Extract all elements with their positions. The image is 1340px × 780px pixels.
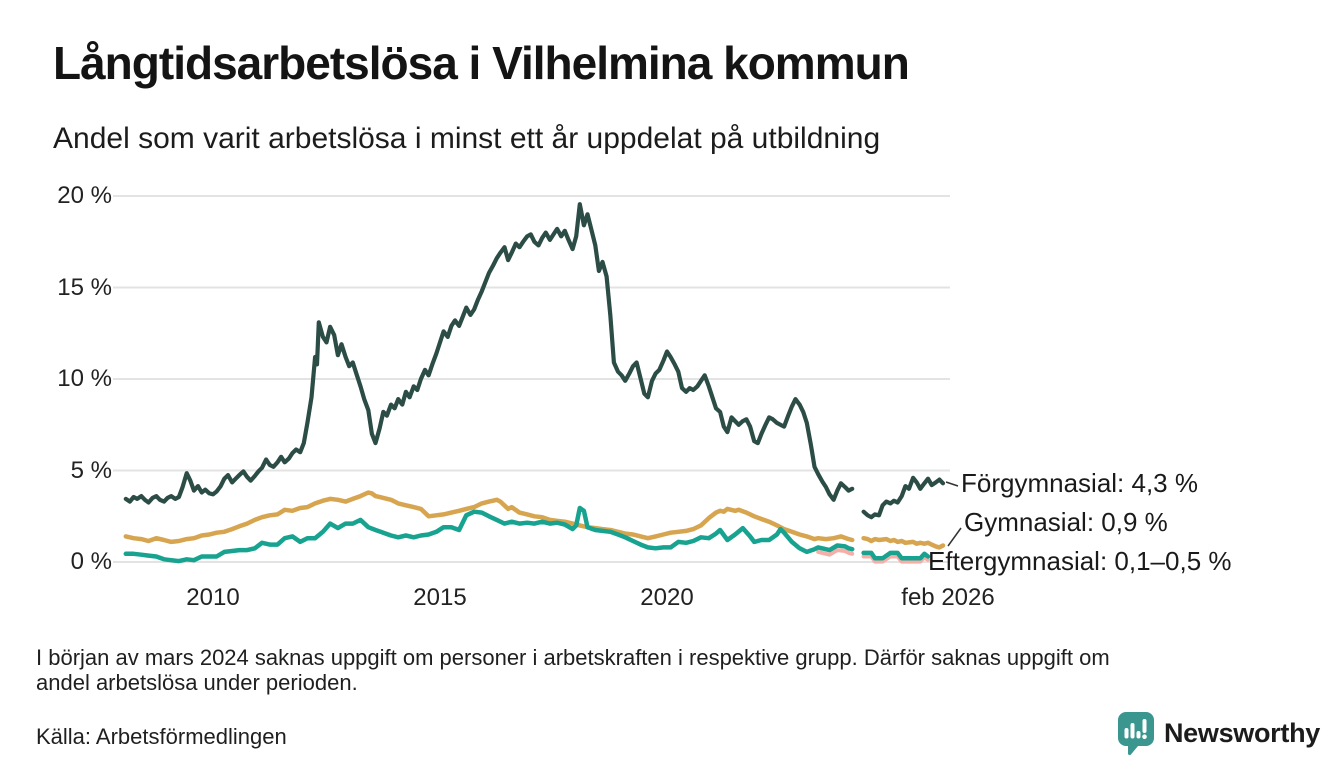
series-line-gymnasial (123, 490, 855, 545)
source-note: Källa: Arbetsförmedlingen (36, 724, 287, 749)
footnote: I början av mars 2024 saknas uppgift om … (36, 645, 1110, 695)
series-line-eftergymnasial_low (816, 548, 855, 557)
x-axis-tick-2010: 2010 (186, 584, 240, 611)
y-axis-tick-10: 10 % (57, 365, 112, 392)
newsworthy-wordmark: Newsworthy (1163, 718, 1320, 748)
series-line-forgymnasial (123, 202, 855, 505)
y-axis-tick-15: 15 % (57, 273, 112, 301)
newsworthy-bubble-icon (1117, 712, 1154, 756)
series-line-eftergymnasial (861, 550, 931, 561)
end-label-connector (945, 481, 959, 487)
series-line-gymnasial (861, 535, 946, 550)
x-axis-tick-2015: 2015 (413, 584, 467, 611)
series-end-label-gymnasial: Gymnasial: 0,9 % (964, 507, 1168, 537)
series-end-label-eftergymnasial: Eftergymnasial: 0,1–0,5 % (928, 546, 1232, 576)
series-line-eftergymnasial (123, 505, 855, 564)
page-title: Långtidsarbetslösa i Vilhelmina kommun (53, 37, 910, 89)
footnote-line-2: andel arbetslösa under perioden. (36, 669, 358, 695)
y-axis-tick-0: 0 % (70, 548, 112, 575)
y-axis-tick-5: 5 % (70, 456, 112, 484)
series-end-label-forgymnasial: Förgymnasial: 4,3 % (961, 468, 1198, 498)
y-axis-tick-20: 20 % (57, 182, 112, 209)
series-line-forgymnasial (861, 475, 946, 520)
chart-subtitle: Andel som varit arbetslösa i minst ett å… (53, 122, 881, 155)
end-label-connector (947, 527, 962, 547)
x-axis-tick-2020: 2020 (640, 584, 694, 611)
newsworthy-logo: Newsworthy (1116, 711, 1320, 756)
x-axis-tick-feb2026: feb 2026 (901, 584, 995, 611)
footnote-line-1: I början av mars 2024 saknas uppgift om … (36, 645, 1110, 670)
